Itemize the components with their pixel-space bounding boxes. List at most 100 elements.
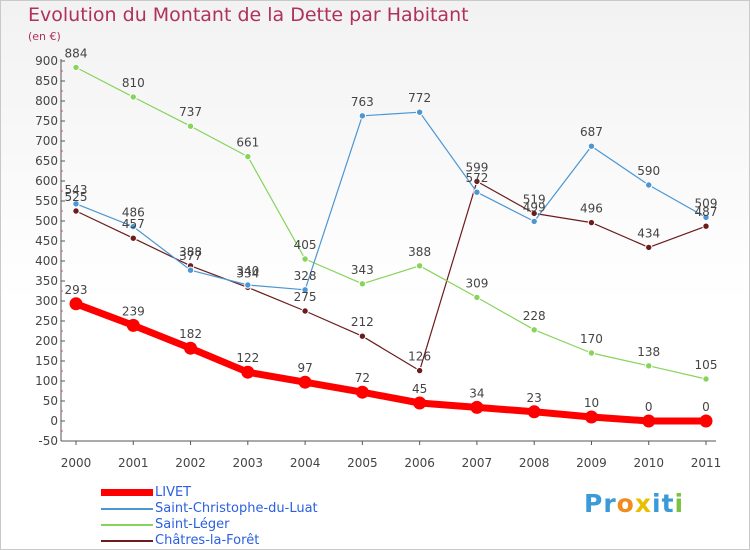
legend-label: Saint-Christophe-du-Luat	[155, 501, 318, 516]
data-label: 212	[351, 315, 374, 329]
data-label: 0	[702, 400, 710, 414]
x-tick-label: 2007	[462, 456, 493, 470]
y-tick-label: 150	[35, 354, 58, 368]
y-tick-label: 300	[35, 294, 58, 308]
data-label: 599	[465, 160, 488, 174]
data-point	[298, 375, 312, 389]
data-label: 572	[465, 171, 488, 185]
data-point	[587, 218, 596, 227]
data-point	[358, 332, 367, 340]
y-tick-label: 900	[35, 54, 58, 68]
x-tick-label: 2009	[576, 456, 607, 470]
data-point	[584, 410, 598, 424]
x-tick-label: 2004	[290, 456, 321, 470]
data-point	[241, 365, 255, 379]
data-label: 687	[580, 125, 603, 139]
data-point	[69, 297, 83, 311]
data-label: 457	[122, 217, 145, 231]
data-point	[301, 255, 309, 263]
data-label: 509	[695, 196, 718, 210]
data-point	[645, 362, 653, 370]
data-point	[244, 152, 252, 161]
legend-swatch	[101, 524, 153, 526]
data-label: 105	[695, 358, 718, 372]
x-tick-label: 2010	[633, 456, 664, 470]
data-point	[186, 266, 195, 274]
data-label: 525	[65, 190, 88, 204]
legend-label: Châtres-la-Forêt	[155, 533, 260, 548]
data-label: 661	[236, 136, 259, 150]
data-point	[72, 207, 80, 215]
y-tick-label: 0	[50, 414, 58, 428]
legend-label: Saint-Léger	[155, 517, 230, 532]
data-label: 434	[637, 226, 660, 240]
x-tick-label: 2001	[118, 456, 149, 470]
data-label: 126	[408, 350, 431, 364]
data-point	[587, 349, 596, 357]
data-label: 334	[236, 266, 259, 280]
data-point	[129, 234, 137, 242]
data-label: 496	[580, 202, 603, 216]
data-label: 388	[408, 245, 431, 259]
data-point	[470, 400, 484, 414]
data-point	[645, 181, 653, 189]
series-line-livet	[72, 300, 710, 425]
data-label: 772	[408, 91, 431, 105]
data-point	[186, 122, 195, 130]
x-tick-label: 2003	[233, 456, 264, 470]
data-label: 763	[351, 95, 374, 109]
data-point	[126, 318, 140, 332]
legend-label: LIVET	[155, 485, 192, 500]
series-line-saint-christophe-du-luat	[75, 111, 707, 291]
data-point	[355, 385, 369, 399]
data-label: 590	[637, 164, 660, 178]
data-point	[699, 414, 713, 428]
data-label: 543	[65, 183, 88, 197]
data-label: 519	[523, 192, 546, 206]
data-point	[358, 280, 367, 288]
data-label: 486	[122, 206, 145, 220]
data-point	[473, 177, 481, 186]
y-tick-label: -50	[38, 434, 58, 448]
data-point	[587, 142, 596, 150]
data-point	[129, 93, 137, 101]
data-point	[702, 213, 710, 222]
x-tick-label: 2006	[404, 456, 435, 470]
x-tick-label: 2002	[175, 456, 206, 470]
data-point	[530, 326, 538, 334]
data-label: 388	[179, 245, 202, 259]
x-tick-label: 2005	[347, 456, 378, 470]
data-point	[530, 209, 538, 218]
data-label: 737	[179, 105, 202, 119]
data-label: 328	[294, 269, 317, 283]
data-point	[473, 188, 481, 196]
data-label: 170	[580, 332, 603, 346]
data-label: 340	[236, 264, 259, 278]
data-label: 72	[355, 371, 370, 385]
data-label: 275	[294, 290, 317, 304]
data-point	[301, 307, 309, 315]
data-point	[702, 222, 710, 230]
data-point	[473, 293, 481, 302]
data-label: 182	[179, 327, 202, 341]
data-point	[129, 222, 137, 231]
data-label: 377	[179, 249, 202, 263]
data-label: 228	[523, 309, 546, 323]
data-point	[530, 217, 538, 226]
data-label: 0	[645, 400, 653, 414]
data-point	[358, 112, 367, 120]
data-label: 34	[469, 386, 484, 400]
y-tick-label: 650	[35, 154, 58, 168]
data-label: 343	[351, 263, 374, 277]
data-label: 239	[122, 304, 145, 318]
y-tick-label: 250	[35, 314, 58, 328]
data-point	[645, 243, 653, 252]
y-tick-label: 850	[35, 74, 58, 88]
x-tick-label: 2011	[691, 456, 722, 470]
y-tick-label: 500	[35, 214, 58, 228]
data-point	[527, 405, 541, 419]
chart-unit-label: (en €)	[28, 30, 61, 43]
y-tick-label: 350	[35, 274, 58, 288]
series-line-ch-tres-la-for-t	[75, 180, 707, 372]
